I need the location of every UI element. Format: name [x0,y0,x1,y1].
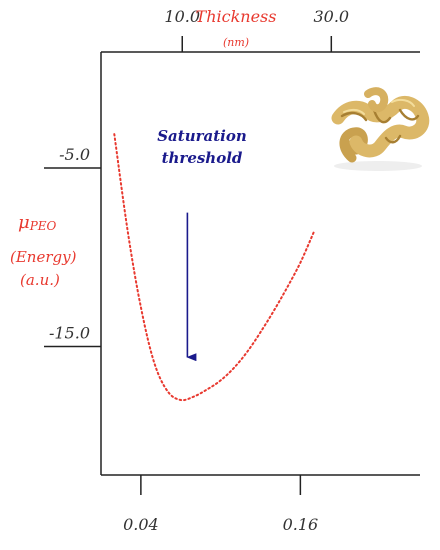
top-x-tick-label: 10.0 [164,7,200,26]
annotation-text-line2: threshold [162,149,243,167]
x-tick-label: 0.04 [123,515,159,534]
top-x-tick-label: 30.0 [313,7,349,26]
y-axis-title-line3: (a.u.) [20,271,60,289]
y-tick-label: -5.0 [59,145,90,164]
y-axis-title-line2: (Energy) [10,248,77,266]
y-axis-subscript: PEO [29,219,57,233]
top-axis-unit: (nm) [223,36,249,49]
y-axis-symbol: μ [18,212,30,233]
y-axis-title: μPEO [18,212,57,233]
y-tick-label: -15.0 [49,323,90,342]
pasta-image [331,87,430,171]
annotation-text-line1: Saturation [157,127,247,145]
ticks-layer: 0.04 0.16 10.0 30.0 -5.0 -15.0 [44,7,349,534]
x-tick-label: 0.16 [283,515,319,534]
top-axis-title: Thickness [196,7,277,26]
series-line [113,133,315,402]
